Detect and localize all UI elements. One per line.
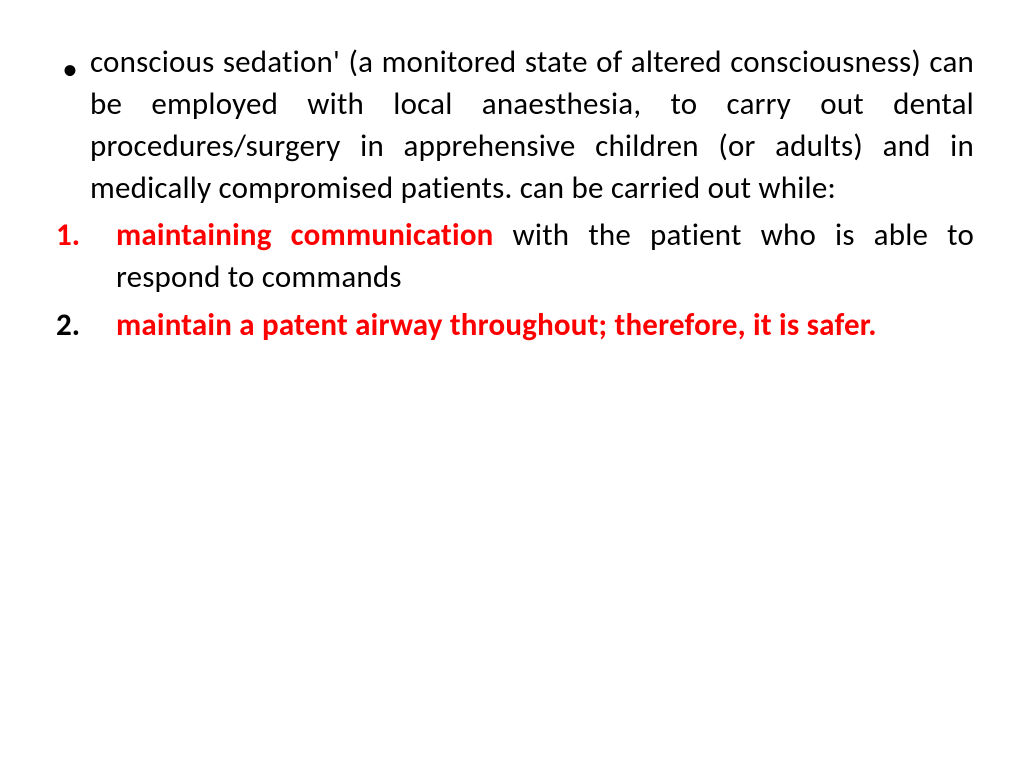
number-marker-1: 1. bbox=[50, 215, 116, 257]
numbered-text-1: maintaining communication with the patie… bbox=[116, 215, 974, 299]
highlight-text-1: maintaining communication bbox=[116, 216, 494, 254]
numbered-text-2: maintain a patent airway throughout; the… bbox=[116, 305, 974, 347]
number-marker-2: 2. bbox=[50, 305, 116, 347]
slide-content: • conscious sedation' (a monitored state… bbox=[0, 0, 1024, 768]
bullet-marker: • bbox=[50, 42, 90, 91]
numbered-item-2: 2. maintain a patent airway throughout; … bbox=[50, 305, 974, 347]
bullet-item: • conscious sedation' (a monitored state… bbox=[50, 42, 974, 209]
highlight-text-2: maintain a patent airway throughout; the… bbox=[116, 306, 877, 344]
numbered-item-1: 1. maintaining communication with the pa… bbox=[50, 215, 974, 299]
bullet-text: conscious sedation' (a monitored state o… bbox=[90, 42, 974, 209]
